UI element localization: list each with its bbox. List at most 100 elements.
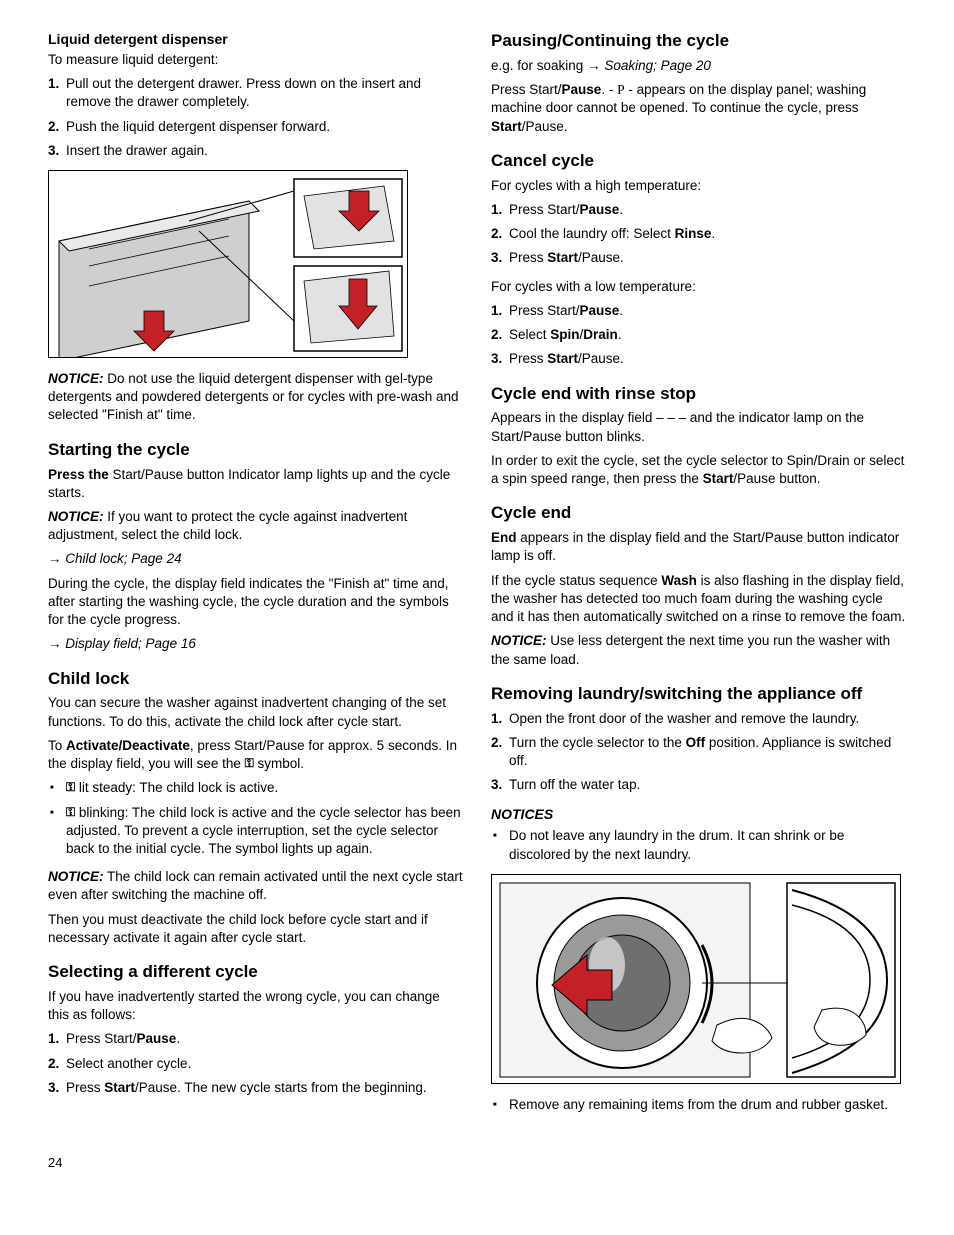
removing-bullet-2: Remove any remaining items from the drum… [491, 1096, 906, 1114]
cl-p2a: To [48, 738, 66, 753]
notice-label: NOTICE: [48, 869, 104, 884]
cancel-step1-3: Press Start/Pause. [491, 249, 906, 267]
removing-steps: Open the front door of the washer and re… [491, 710, 906, 795]
childlock-bullet-2: ⚿ blinking: The child lock is active and… [48, 804, 463, 859]
childlock-bullet-1: ⚿ lit steady: The child lock is active. [48, 779, 463, 797]
liquid-heading: Liquid detergent dispenser [48, 30, 463, 49]
key-icon: ⚿ [66, 804, 75, 820]
cancel-p2: For cycles with a low temperature: [491, 278, 906, 296]
removing-bullets-1: Do not leave any laundry in the drum. It… [491, 827, 906, 863]
pausing-heading: Pausing/Continuing the cycle [491, 30, 906, 53]
p2f: /Pause. [522, 119, 568, 134]
s-pre: Cool the laundry off: Select [509, 226, 675, 241]
left-column: Liquid detergent dispenser To measure li… [48, 30, 463, 1124]
p2b: Pause [562, 82, 602, 97]
s-bold: Pause [137, 1031, 177, 1046]
s-b: Spin [550, 327, 579, 342]
s-post: . [619, 303, 623, 318]
childlock-p1: You can secure the washer against inadve… [48, 694, 463, 730]
end-p2: If the cycle status sequence Wash is als… [491, 572, 906, 627]
end-heading: Cycle end [491, 502, 906, 525]
s-pre: Turn the cycle selector to the [509, 735, 686, 750]
s-pre: Press [66, 1080, 104, 1095]
s-pre: Press [509, 250, 547, 265]
s-post: /Pause. The new cycle starts from the be… [135, 1080, 427, 1095]
bullet-text: blinking: The child lock is active and t… [66, 805, 461, 856]
cancel-step2-1: Press Start/Pause. [491, 302, 906, 320]
ref-text: Child lock; Page 24 [65, 551, 181, 566]
cancel-step2-3: Press Start/Pause. [491, 350, 906, 368]
removing-step-1: Open the front door of the washer and re… [491, 710, 906, 728]
s-post: . [619, 202, 623, 217]
rinse-p2: In order to exit the cycle, set the cycl… [491, 452, 906, 488]
liquid-intro: To measure liquid detergent: [48, 51, 463, 69]
childlock-heading: Child lock [48, 668, 463, 691]
p-symbol: P [617, 82, 625, 97]
childlock-p3: Then you must deactivate the child lock … [48, 911, 463, 947]
notice-label: NOTICE: [48, 509, 104, 524]
cancel-step1-1: Press Start/Pause. [491, 201, 906, 219]
cl-p2b: Activate/Deactivate [66, 738, 190, 753]
page-number: 24 [48, 1154, 906, 1172]
p2a: Press Start/ [491, 82, 562, 97]
figure-detergent-drawer [48, 170, 408, 358]
key-icon: ⚿ [245, 755, 254, 771]
content-columns: Liquid detergent dispenser To measure li… [48, 30, 906, 1124]
liquid-step-1: Pull out the detergent drawer. Press dow… [48, 75, 463, 111]
s-post: /Pause. [578, 351, 624, 366]
selecting-steps: Press Start/Pause. Select another cycle.… [48, 1030, 463, 1097]
s-pre: Select [509, 327, 550, 342]
s-post2: . [618, 327, 622, 342]
liquid-steps: Pull out the detergent drawer. Press dow… [48, 75, 463, 160]
s-bold: Start [104, 1080, 135, 1095]
cancel-steps1: Press Start/Pause. Cool the laundry off:… [491, 201, 906, 268]
s-pre: Press [509, 351, 547, 366]
end-p1: End appears in the display field and the… [491, 529, 906, 565]
cancel-p1: For cycles with a high temperature: [491, 177, 906, 195]
childlock-notice: NOTICE: The child lock can remain activa… [48, 868, 463, 904]
cl-p2d: symbol. [254, 756, 304, 771]
s-pre: Press Start/ [509, 303, 580, 318]
cancel-steps2: Press Start/Pause. Select Spin/Drain. Pr… [491, 302, 906, 369]
liquid-notice-text: Do not use the liquid detergent dispense… [48, 371, 458, 422]
s-post: /Pause. [578, 250, 624, 265]
rinse-p1: Appears in the display field – – – and t… [491, 409, 906, 445]
end-notice-text: Use less detergent the next time you run… [491, 633, 890, 666]
notice-label: NOTICE: [48, 371, 104, 386]
notices-heading: NOTICES [491, 805, 906, 824]
s-b: Start [547, 351, 578, 366]
r2a: In order to exit the cycle, set the cycl… [491, 453, 904, 486]
removing-bullets-2: Remove any remaining items from the drum… [491, 1096, 906, 1114]
s-pre: Press Start/ [66, 1031, 137, 1046]
starting-p1: Press the Start/Pause button Indicator l… [48, 466, 463, 502]
s-pre: Press Start/ [509, 202, 580, 217]
figure-washer-door [491, 874, 901, 1084]
liquid-step-3: Insert the drawer again. [48, 142, 463, 160]
removing-heading: Removing laundry/switching the appliance… [491, 683, 906, 706]
selecting-step-3: Press Start/Pause. The new cycle starts … [48, 1079, 463, 1097]
childlock-p2: To Activate/Deactivate, press Start/Paus… [48, 737, 463, 773]
selecting-heading: Selecting a different cycle [48, 961, 463, 984]
starting-ref2: → Display field; Page 16 [48, 635, 463, 653]
cancel-heading: Cancel cycle [491, 150, 906, 173]
starting-ref1: → Child lock; Page 24 [48, 550, 463, 568]
bullet-text: lit steady: The child lock is active. [75, 780, 278, 795]
childlock-bullets: ⚿ lit steady: The child lock is active. … [48, 779, 463, 858]
pausing-p2: Press Start/Pause. - P - appears on the … [491, 81, 906, 136]
p2c: . - [601, 82, 617, 97]
e2b: Wash [661, 573, 697, 588]
rinse-heading: Cycle end with rinse stop [491, 383, 906, 406]
e2a: If the cycle status sequence [491, 573, 661, 588]
starting-notice: NOTICE: If you want to protect the cycle… [48, 508, 463, 544]
liquid-notice: NOTICE: Do not use the liquid detergent … [48, 370, 463, 425]
cancel-step1-2: Cool the laundry off: Select Rinse. [491, 225, 906, 243]
liquid-step-2: Push the liquid detergent dispenser forw… [48, 118, 463, 136]
key-icon: ⚿ [66, 779, 75, 795]
end-notice: NOTICE: Use less detergent the next time… [491, 632, 906, 668]
pausing-p1: e.g. for soaking → Soaking; Page 20 [491, 57, 906, 75]
starting-heading: Starting the cycle [48, 439, 463, 462]
e1a: End [491, 530, 517, 545]
s-b: Off [686, 735, 706, 750]
s-pre: Select another cycle. [66, 1056, 191, 1071]
s-pre: Open the front door of the washer and re… [509, 711, 859, 726]
